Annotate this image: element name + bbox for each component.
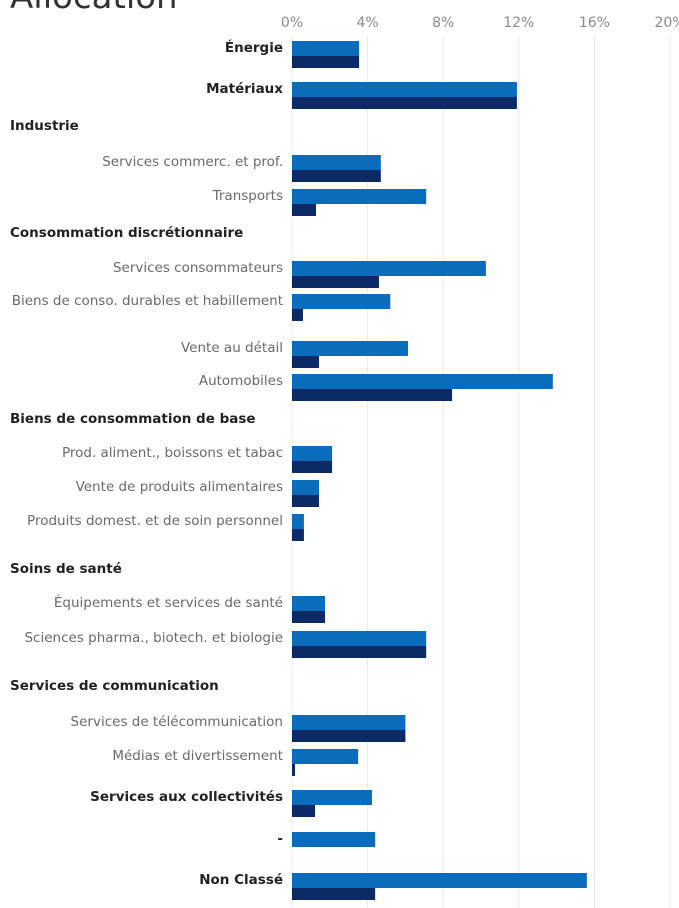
bar [292,790,372,805]
bar [292,389,453,401]
category-label: Biens de conso. durables et habillement [11,293,283,309]
x-tick-label: 16% [579,15,610,31]
category-label: - [277,831,283,847]
bar [292,461,333,473]
bar [292,294,391,309]
group-label: Biens de consommation de base [10,411,256,427]
bar [292,82,517,97]
group-label: Soins de santé [10,561,122,577]
group-label: Services de communication [10,678,219,694]
chart-title: Allocation [10,0,178,17]
bar [292,514,304,529]
bar [292,529,304,541]
category-label: Sciences pharma., biotech. et biologie [24,630,283,646]
bar [292,715,406,730]
bar [292,646,427,658]
group-label: Consommation discrétionnaire [10,225,244,241]
category-label: Services aux collectivités [90,789,283,805]
x-tick-label: 0% [281,15,303,31]
category-label: Services commerc. et prof. [102,154,283,170]
bar [292,97,517,109]
bar [292,155,381,170]
category-label: Non Classé [199,872,283,888]
category-label: Produits domest. et de soin personnel [27,513,283,529]
category-label: Prod. aliment., boissons et tabac [61,445,283,461]
bar [292,276,379,288]
x-tick-label: 20% [654,15,679,31]
bar [292,764,296,776]
bar [292,480,320,495]
bar [292,805,316,817]
bar [292,730,406,742]
bar [292,356,320,368]
bar [292,56,360,68]
bar [292,204,317,216]
bar [292,631,427,646]
bar [292,309,303,321]
category-label: Automobiles [198,373,283,389]
bar [292,374,553,389]
category-label: Médias et divertissement [112,748,283,764]
bar [292,596,326,611]
group-label: Industrie [10,118,79,134]
category-label: Vente au détail [180,340,283,356]
category-label: Services consommateurs [112,260,283,276]
bar [292,41,360,56]
category-label: Équipements et services de santé [53,595,283,611]
x-tick-label: 12% [503,15,534,31]
bar [292,832,376,847]
bar [292,749,359,764]
bar [292,611,326,623]
category-label: Vente de produits alimentaires [75,479,283,495]
bar [292,888,376,900]
bar [292,446,333,461]
bar [292,261,486,276]
bar [292,873,587,888]
x-tick-label: 8% [432,15,454,31]
bar [292,341,409,356]
x-tick-label: 4% [356,15,378,31]
category-label: Énergie [224,40,283,56]
bar [292,189,427,204]
category-label: Transports [212,188,283,204]
category-label: Matériaux [206,81,283,97]
bar [292,170,381,182]
category-label: Services de télécommunication [70,714,283,730]
bar [292,495,320,507]
